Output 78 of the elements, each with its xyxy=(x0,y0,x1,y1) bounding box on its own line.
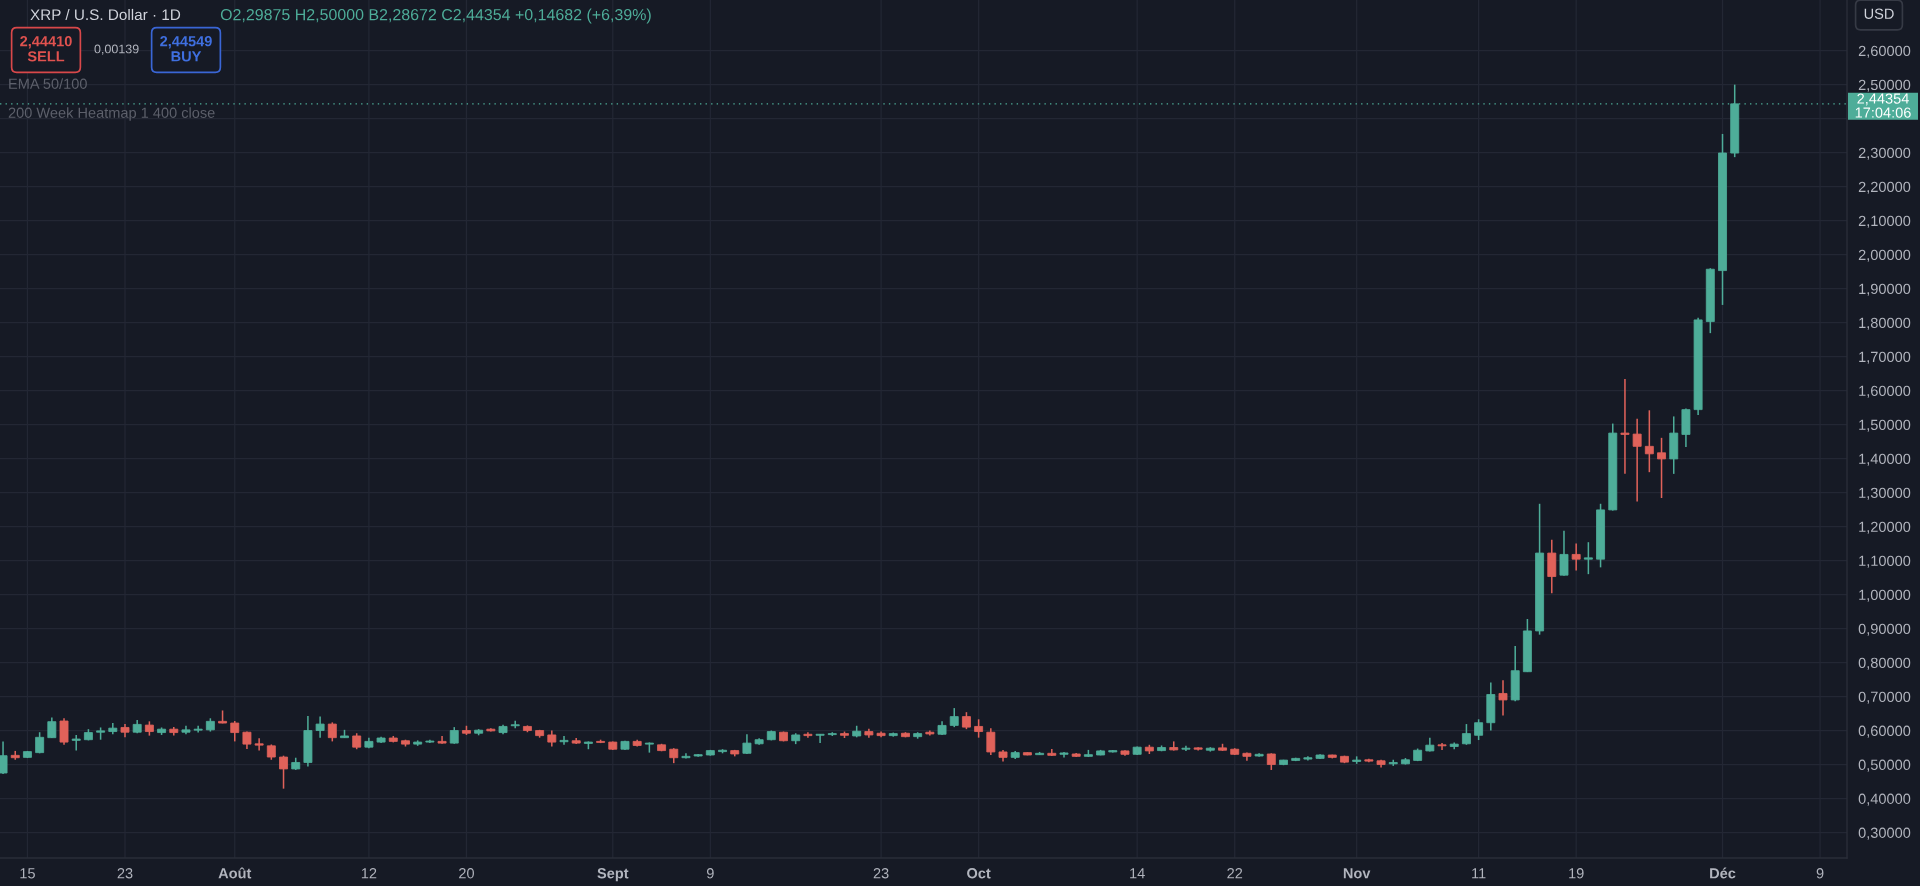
y-tick-label: 1,20000 xyxy=(1859,521,1911,534)
candlestick xyxy=(1547,539,1557,594)
text: USD xyxy=(1864,8,1894,19)
y-tick-label: 2,50000 xyxy=(1858,79,1911,92)
x-tick-label: 15 xyxy=(20,868,35,879)
x-tick-label: Nov xyxy=(1343,868,1371,879)
y-tick-label: 0,80000 xyxy=(1858,657,1911,670)
x-tick-label: 14 xyxy=(1130,868,1145,879)
annotation: 2,44410 SELL xyxy=(20,36,72,62)
candlestick xyxy=(1437,742,1447,751)
y-tick-label: 0,40000 xyxy=(1858,793,1911,806)
candlestick xyxy=(742,733,752,755)
text: O2,29875 H2,50000 B2,28672 C2,44354 +0,14682 (+6,39%) xyxy=(220,8,651,24)
annotation: 0,00139 xyxy=(94,44,139,55)
candlestick xyxy=(1571,542,1581,572)
x-tick-label: 22 xyxy=(1227,868,1243,879)
y-tick-label: 1,10000 xyxy=(1859,555,1911,568)
annotation: EMA 50/100 xyxy=(9,78,87,89)
candlestick xyxy=(559,735,569,746)
candlestick xyxy=(1583,541,1593,575)
x-tick-label: 23 xyxy=(873,868,889,879)
candlestick xyxy=(1461,723,1471,746)
candlestick xyxy=(949,707,959,728)
candlestick xyxy=(327,721,337,743)
y-tick-label: 1,80000 xyxy=(1859,317,1911,330)
candlestick xyxy=(1632,418,1642,503)
y-tick-label: 0,30000 xyxy=(1858,827,1911,840)
x-tick-label: 9 xyxy=(1816,868,1824,879)
text: 17:04:06 xyxy=(1855,107,1911,118)
candlestick xyxy=(230,720,240,743)
x-tick-label: 23 xyxy=(117,868,133,879)
y-tick-label: 0,50000 xyxy=(1858,759,1911,772)
candlestick xyxy=(254,737,264,752)
candlestick xyxy=(1498,679,1508,717)
y-tick-label: 1,70000 xyxy=(1859,351,1911,364)
y-tick-label: 2,00000 xyxy=(1858,249,1911,262)
x-tick-label: 11 xyxy=(1472,868,1486,879)
candlestick xyxy=(986,727,996,756)
candlestick xyxy=(193,724,203,734)
y-tick-label: 1,40000 xyxy=(1859,453,1911,466)
y-tick-label: 1,60000 xyxy=(1859,385,1911,398)
candlestick xyxy=(510,719,520,729)
ref-line-label: 2,44354 xyxy=(1857,93,1909,106)
x-tick-label: 20 xyxy=(459,868,474,879)
y-tick-label: 0,90000 xyxy=(1858,623,1911,636)
y-tick-label: 1,00000 xyxy=(1859,589,1911,602)
annotation: 2,44549 BUY xyxy=(160,36,212,62)
x-tick-label: Oct xyxy=(967,868,991,879)
candlestick xyxy=(1620,378,1630,475)
x-tick-label: Déc xyxy=(1710,867,1736,879)
candlestick xyxy=(1644,409,1654,473)
candlestick xyxy=(315,715,325,739)
y-tick-label: 2,30000 xyxy=(1858,147,1911,160)
candlestick xyxy=(59,717,69,746)
candlestick xyxy=(1559,529,1569,577)
candlestick xyxy=(0,740,8,775)
x-tick-label: Août xyxy=(218,867,252,879)
y-tick-label: 2,60000 xyxy=(1858,45,1911,58)
candlestick xyxy=(1474,718,1484,741)
chart-title: XRP / U.S. Dollar · 1D xyxy=(30,8,181,21)
y-tick-label: 0,60000 xyxy=(1858,725,1911,738)
candlestick xyxy=(803,731,813,739)
candlestick xyxy=(71,734,81,752)
y-tick-label: 1,30000 xyxy=(1859,487,1911,500)
x-tick-label: 9 xyxy=(706,868,714,879)
candlestick xyxy=(974,718,984,739)
x-tick-label: Sept xyxy=(597,868,629,882)
y-tick-label: 0,70000 xyxy=(1858,691,1911,704)
annotation: 200 Week Heatmap 1 400 close xyxy=(8,107,215,121)
candlestick xyxy=(1657,437,1666,499)
x-tick-label: 19 xyxy=(1569,868,1584,879)
y-tick-label: 1,50000 xyxy=(1859,419,1911,432)
x-tick-label: 12 xyxy=(361,868,377,879)
y-tick-label: 2,20000 xyxy=(1858,181,1911,194)
y-tick-label: 1,90000 xyxy=(1859,283,1911,296)
candlestick xyxy=(279,754,288,790)
candlestick xyxy=(815,733,825,744)
y-tick-label: 2,10000 xyxy=(1858,215,1911,228)
